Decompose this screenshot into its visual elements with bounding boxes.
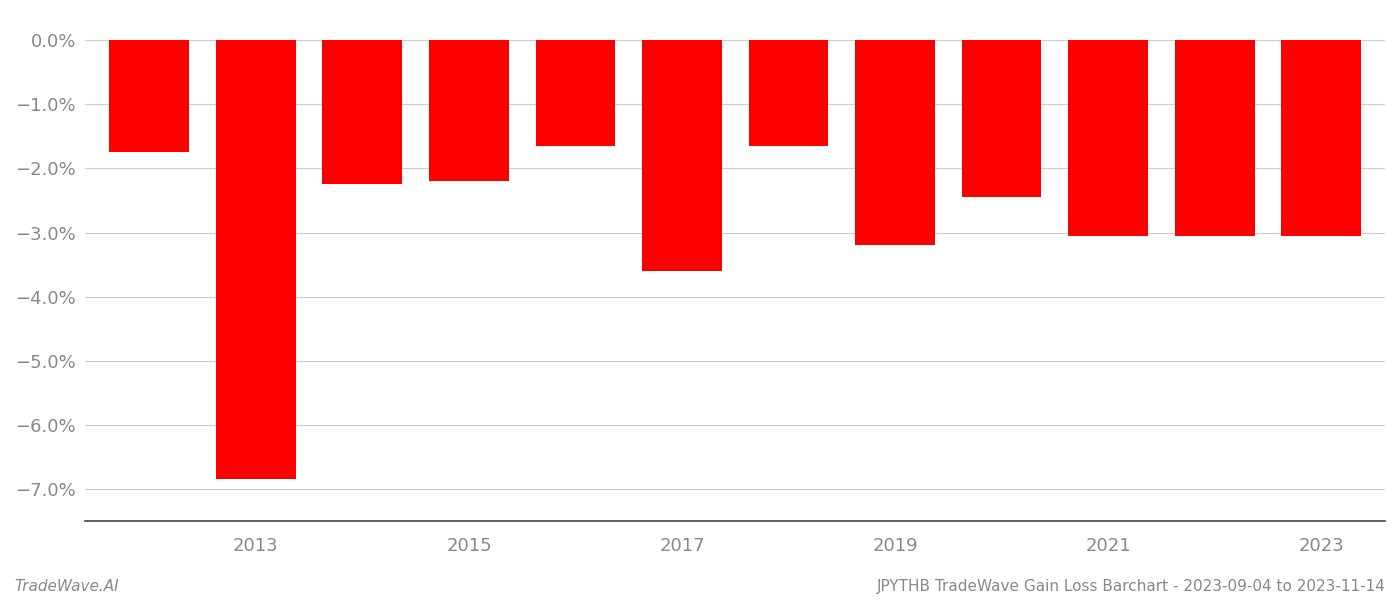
Bar [428,40,508,181]
Text: JPYTHB TradeWave Gain Loss Barchart - 2023-09-04 to 2023-11-14: JPYTHB TradeWave Gain Loss Barchart - 20… [878,579,1386,594]
Bar [1068,40,1148,236]
Bar [855,40,935,245]
Bar [109,40,189,152]
Bar [749,40,829,146]
Bar [322,40,402,184]
Bar [643,40,722,271]
Bar [536,40,616,146]
Bar [1281,40,1361,236]
Bar [962,40,1042,197]
Bar [1175,40,1254,236]
Text: TradeWave.AI: TradeWave.AI [14,579,119,594]
Bar [216,40,295,479]
